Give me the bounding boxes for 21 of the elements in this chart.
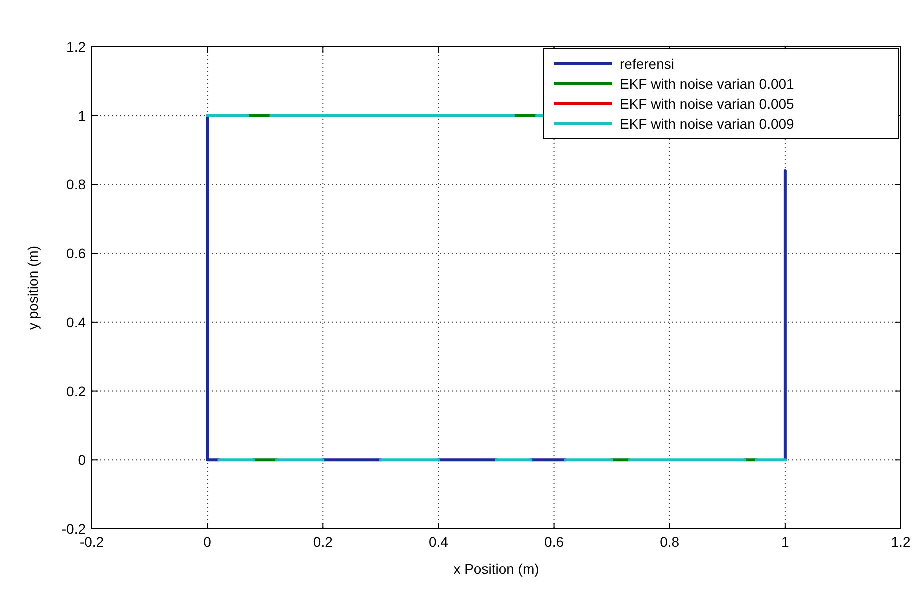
x-tick-label: 0.2 <box>313 534 334 550</box>
y-tick-label: -0.2 <box>62 521 86 537</box>
y-tick-label: 0.2 <box>66 383 86 400</box>
y-axis-title: y position (m) <box>25 246 41 330</box>
y-tick-label: 0 <box>78 452 86 468</box>
y-tick-label: 0.4 <box>66 314 86 330</box>
legend-label: EKF with noise varian 0.005 <box>620 96 795 112</box>
x-tick-label: 0.4 <box>428 534 449 550</box>
x-axis-title: x Position (m) <box>454 561 540 577</box>
x-tick-label: 0.8 <box>660 534 680 550</box>
y-tick-label: 0.8 <box>66 176 86 193</box>
legend-label: referensi <box>620 56 674 72</box>
x-tick-label: 1 <box>782 534 790 550</box>
x-tick-label: 1.2 <box>891 534 911 550</box>
x-tick-label: 0.6 <box>544 534 564 550</box>
legend-label: EKF with noise varian 0.001 <box>620 76 795 92</box>
y-tick-label: 1 <box>78 108 86 124</box>
y-tick-label: 0.6 <box>66 246 86 262</box>
x-tick-label: 0 <box>204 534 212 550</box>
y-tick-label: 1.2 <box>66 39 86 55</box>
legend-label: EKF with noise varian 0.009 <box>620 116 795 132</box>
